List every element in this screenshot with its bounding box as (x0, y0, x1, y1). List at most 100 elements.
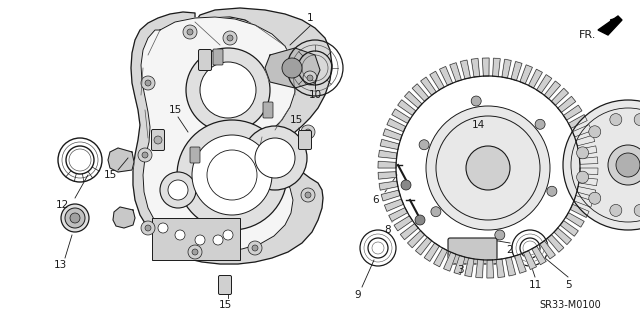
Polygon shape (430, 71, 444, 90)
Circle shape (243, 126, 307, 190)
Circle shape (154, 136, 162, 144)
Polygon shape (576, 135, 595, 146)
Polygon shape (195, 17, 262, 61)
Polygon shape (460, 60, 470, 79)
Polygon shape (381, 190, 400, 201)
Circle shape (634, 204, 640, 216)
FancyBboxPatch shape (198, 49, 211, 70)
Polygon shape (511, 62, 522, 80)
FancyBboxPatch shape (263, 102, 273, 118)
Circle shape (495, 230, 505, 240)
Polygon shape (141, 17, 295, 251)
Text: 15: 15 (168, 105, 182, 115)
Polygon shape (454, 256, 465, 274)
Polygon shape (444, 252, 456, 271)
Polygon shape (412, 84, 429, 101)
Text: 9: 9 (355, 290, 362, 300)
Circle shape (252, 245, 258, 251)
Circle shape (535, 119, 545, 129)
Circle shape (141, 76, 155, 90)
Polygon shape (401, 224, 418, 240)
Text: 12: 12 (56, 200, 68, 210)
Polygon shape (404, 92, 422, 108)
FancyBboxPatch shape (218, 276, 232, 294)
Circle shape (195, 235, 205, 245)
Polygon shape (497, 259, 505, 278)
Polygon shape (580, 157, 598, 164)
Polygon shape (574, 196, 593, 207)
Circle shape (227, 35, 233, 41)
Polygon shape (415, 237, 432, 255)
Polygon shape (378, 172, 396, 179)
Circle shape (158, 223, 168, 233)
Polygon shape (387, 119, 406, 132)
Polygon shape (537, 75, 552, 93)
Polygon shape (558, 96, 575, 112)
Circle shape (207, 150, 257, 200)
Text: 14: 14 (472, 120, 484, 130)
Polygon shape (394, 216, 413, 231)
Circle shape (589, 126, 601, 138)
Polygon shape (420, 77, 436, 95)
Circle shape (577, 171, 589, 183)
Circle shape (563, 100, 640, 230)
Text: 2: 2 (507, 245, 513, 255)
Circle shape (305, 129, 311, 135)
Circle shape (577, 147, 589, 159)
Circle shape (303, 71, 317, 85)
Polygon shape (388, 208, 408, 221)
Polygon shape (520, 65, 532, 84)
Circle shape (282, 58, 302, 78)
Polygon shape (532, 246, 546, 265)
Circle shape (177, 120, 287, 230)
Polygon shape (408, 231, 424, 248)
Polygon shape (483, 58, 489, 76)
Polygon shape (552, 88, 568, 105)
Circle shape (168, 180, 188, 200)
Circle shape (141, 221, 155, 235)
Polygon shape (131, 8, 332, 264)
Polygon shape (568, 115, 588, 128)
Circle shape (65, 208, 85, 228)
Circle shape (401, 180, 411, 190)
Polygon shape (465, 258, 474, 277)
Circle shape (547, 186, 557, 196)
Text: FR.: FR. (579, 30, 596, 40)
Circle shape (255, 138, 295, 178)
Circle shape (187, 29, 193, 35)
Circle shape (431, 207, 441, 217)
Text: 5: 5 (564, 280, 572, 290)
Text: 6: 6 (372, 195, 380, 205)
Text: 13: 13 (53, 260, 67, 270)
Circle shape (610, 204, 622, 216)
FancyBboxPatch shape (213, 49, 223, 65)
Circle shape (138, 148, 152, 162)
Circle shape (192, 249, 198, 255)
Circle shape (248, 241, 262, 255)
Text: 3: 3 (457, 265, 463, 275)
FancyBboxPatch shape (152, 130, 164, 151)
Polygon shape (547, 235, 564, 252)
Text: 15: 15 (218, 300, 232, 310)
Polygon shape (515, 254, 526, 273)
Circle shape (223, 31, 237, 45)
Polygon shape (379, 150, 397, 159)
Polygon shape (598, 16, 622, 35)
Polygon shape (378, 161, 396, 168)
Polygon shape (493, 58, 500, 77)
FancyBboxPatch shape (298, 130, 312, 150)
Circle shape (471, 96, 481, 106)
Circle shape (145, 225, 151, 231)
Circle shape (192, 135, 272, 215)
Circle shape (213, 235, 223, 245)
Circle shape (175, 230, 185, 240)
Circle shape (70, 213, 80, 223)
Polygon shape (502, 59, 511, 78)
Polygon shape (397, 100, 416, 115)
Polygon shape (113, 207, 135, 228)
Bar (152, 218, 240, 260)
Polygon shape (579, 177, 597, 186)
Circle shape (160, 172, 196, 208)
Circle shape (307, 75, 313, 81)
Text: 15: 15 (289, 115, 303, 125)
